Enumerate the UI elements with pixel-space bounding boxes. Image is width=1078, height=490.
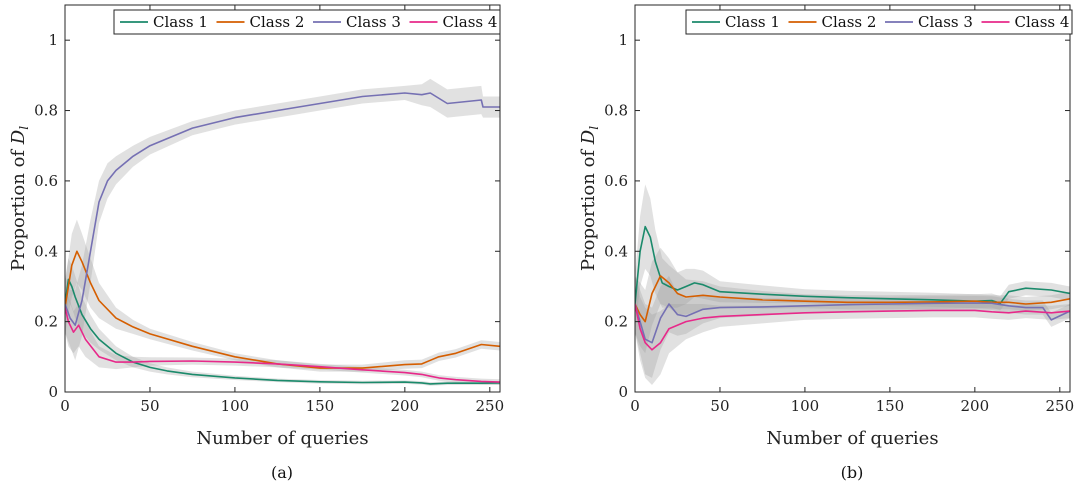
series-line-class-4	[65, 307, 500, 383]
y-tick-label: 1	[48, 31, 58, 49]
series-line-class-2	[635, 275, 1070, 323]
y-tick-label: 0.8	[34, 102, 58, 120]
x-tick-label: 50	[140, 397, 159, 415]
x-tick-label: 0	[60, 397, 70, 415]
x-tick-label: 200	[391, 397, 420, 415]
band-class-2	[65, 219, 500, 372]
x-tick-label: 250	[475, 397, 504, 415]
series-line-class-1	[635, 225, 1070, 305]
plot-frame	[64, 4, 501, 393]
y-tick-label: 0.4	[604, 242, 628, 260]
y-tick-label: 0.2	[604, 313, 628, 331]
series-line-class-3	[635, 302, 1070, 344]
x-tick-label: 100	[221, 397, 250, 415]
series-line-class-3	[65, 92, 500, 327]
x-tick-label: 150	[876, 397, 905, 415]
bands-group	[65, 78, 500, 386]
legend-label-class-2: Class 2	[822, 13, 877, 31]
legend-label-class-2: Class 2	[250, 13, 305, 31]
legend-label-class-3: Class 3	[918, 13, 973, 31]
panel-caption: (b)	[841, 463, 864, 482]
legend-label-class-1: Class 1	[725, 13, 780, 31]
band-class-3	[65, 78, 500, 361]
x-tick-label: 0	[630, 397, 640, 415]
series-line-class-4	[635, 303, 1070, 351]
chart-panel-2: 0 50 100 150 200 250 0 0.2 0.4 0.6 0.8 1 Number of q…	[578, 4, 1074, 482]
legend-label-class-3: Class 3	[346, 13, 401, 31]
y-tick-label: 0.4	[34, 242, 58, 260]
y-axis-title-symbol: D	[578, 129, 599, 145]
band-class-2	[635, 247, 1070, 354]
band-class-4	[65, 282, 500, 385]
y-axis-title-prefix: Proportion of	[578, 144, 599, 271]
x-tick-label: 250	[1045, 397, 1074, 415]
chart-panel-1: 0 50 100 150 200 250 0 0.2 0.4 0.6 0.8 1 Number of q…	[8, 4, 504, 482]
y-tick-label: 1	[618, 31, 628, 49]
x-tick-label: 50	[710, 397, 729, 415]
lines-group	[635, 225, 1070, 351]
legend: Class 1 Class 2 Class 3 Class 4	[685, 9, 1073, 35]
y-axis-title: Proportion of Dl	[8, 126, 31, 271]
y-tick-label: 0.6	[34, 172, 58, 190]
x-tick-label: 150	[306, 397, 335, 415]
y-tick-label: 0.6	[604, 172, 628, 190]
y-axis-title: Proportion of Dl	[578, 126, 601, 271]
y-axis-title-subscript: l	[17, 126, 31, 130]
legend-label-class-1: Class 1	[153, 13, 208, 31]
x-axis-title: Number of queries	[196, 428, 368, 449]
legend-label-class-4: Class 4	[1015, 13, 1070, 31]
lines-group	[65, 92, 500, 385]
x-axis-title: Number of queries	[766, 428, 938, 449]
series-line-class-1	[65, 278, 500, 385]
band-class-1	[635, 184, 1070, 333]
x-tick-label: 200	[961, 397, 990, 415]
y-tick-label: 0	[48, 383, 58, 401]
y-tick-label: 0.8	[604, 102, 628, 120]
series-line-class-2	[65, 250, 500, 369]
y-tick-label: 0	[618, 383, 628, 401]
plot-frame	[634, 4, 1071, 393]
panel-caption: (a)	[271, 463, 293, 482]
y-axis-title-symbol: D	[8, 129, 29, 145]
y-axis-title-subscript: l	[587, 126, 601, 130]
legend: Class 1 Class 2 Class 3 Class 4	[113, 9, 501, 35]
legend-label-class-4: Class 4	[443, 13, 498, 31]
y-axis-title-prefix: Proportion of	[8, 144, 29, 271]
x-tick-label: 100	[791, 397, 820, 415]
y-tick-label: 0.2	[34, 313, 58, 331]
